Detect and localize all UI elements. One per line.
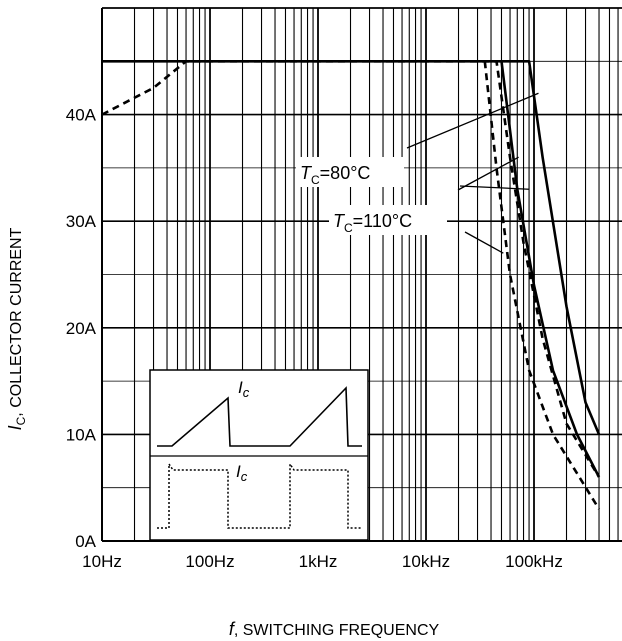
y-axis-title: IC, COLLECTOR CURRENT <box>5 227 28 430</box>
x-tick-label: 10kHz <box>402 552 450 571</box>
y-tick-label: 40A <box>66 106 97 125</box>
series-line-4-dashed <box>483 61 601 510</box>
x-axis-title-italic: f <box>229 619 236 639</box>
inset-box <box>149 369 369 541</box>
y-axis-title-sub: C <box>14 416 28 425</box>
annotation-leader-line <box>406 92 539 149</box>
inset-label-bottom: Ic <box>236 462 248 484</box>
y-axis-title-italic: I <box>5 425 25 430</box>
annotation-layer: TC=80°C TC=110°C <box>296 92 539 254</box>
x-axis-title: f, SWITCHING FREQUENCY <box>229 619 440 639</box>
inset-label-top: Ic <box>238 378 250 400</box>
annotation-tc-110: TC=110°C <box>333 211 412 235</box>
x-tick-label: 1kHz <box>299 552 338 571</box>
inset: Ic Ic <box>149 369 369 541</box>
annotation-tc-110-bg <box>329 205 447 235</box>
annotation-leader-line <box>464 231 504 254</box>
series-line-2-solid <box>500 61 601 478</box>
annotation-leader-line <box>457 156 519 191</box>
y-tick-label: 20A <box>66 319 97 338</box>
y-tick-label: 30A <box>66 212 97 231</box>
y-tick-label: 0A <box>75 532 96 551</box>
annotation-leader-line <box>459 185 530 190</box>
inset-sawtooth-wave <box>157 386 362 447</box>
y-axis-title-rest: , COLLECTOR CURRENT <box>8 227 25 416</box>
x-tick-label: 10Hz <box>82 552 122 571</box>
x-axis-title-rest: , SWITCHING FREQUENCY <box>234 622 440 639</box>
y-tick-label: 10A <box>66 425 97 444</box>
x-tick-label: 100kHz <box>505 552 563 571</box>
annotation-tc-80-bg <box>296 157 404 187</box>
inset-square-wave <box>157 461 362 529</box>
annotation-tc-80: TC=80°C <box>300 163 370 187</box>
tick-layer: 10Hz 100Hz 1kHz 10kHz 100kHz 0A 10A 20A 30A 40A <box>66 106 563 571</box>
series-line-3-dashed <box>101 60 601 478</box>
x-tick-label: 100Hz <box>185 552 234 571</box>
series-layer <box>101 60 601 510</box>
